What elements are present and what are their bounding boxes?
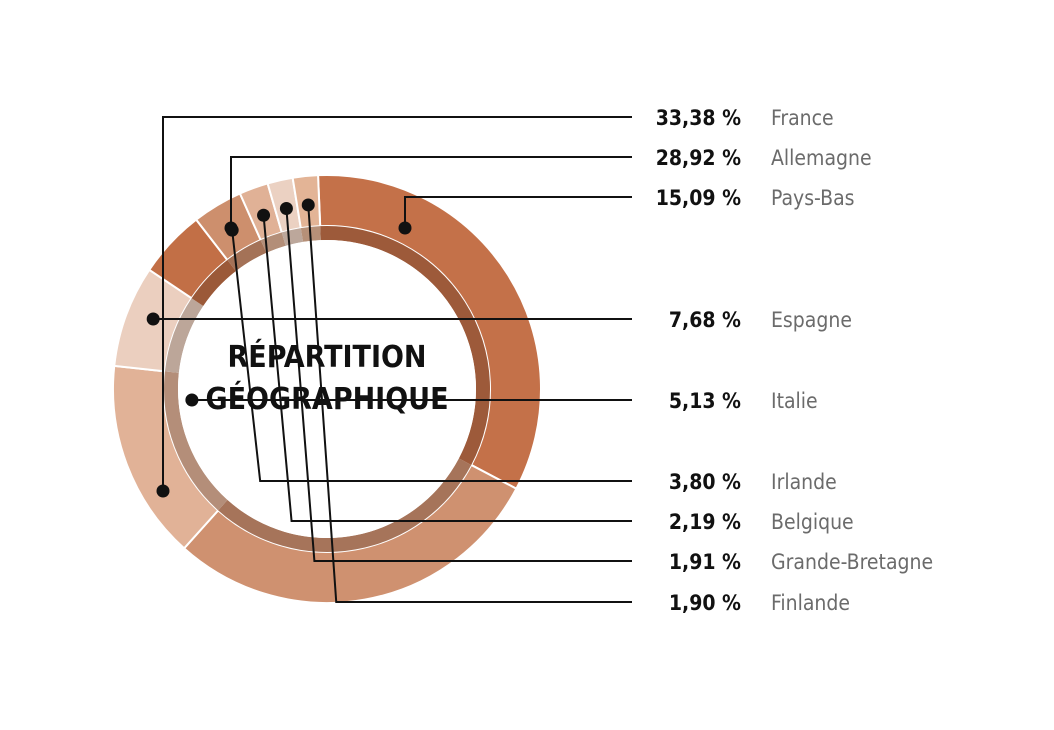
inner-band-pays-bas xyxy=(164,371,228,511)
leader-line-belgique xyxy=(262,215,632,522)
inner-band-allemagne xyxy=(218,458,472,553)
leader-dot-finlande xyxy=(301,198,315,212)
inner-band-grande-bretagne xyxy=(281,228,304,246)
leader-line-france xyxy=(162,116,632,491)
leader-dot-italie xyxy=(185,393,199,407)
leader-line-pays-bas xyxy=(404,196,632,228)
leader-dot-france xyxy=(156,484,170,498)
slice-labels: 33,38 % France 28,92 % Allemagne 15,09 % Pays… xyxy=(656,106,933,615)
inner-band-france xyxy=(320,225,490,465)
chart-title-line-1: RÉPARTITION xyxy=(228,339,427,375)
leader-lines xyxy=(146,116,632,603)
leader-dot-belgique xyxy=(257,208,271,222)
leader-dot-espagne xyxy=(146,312,160,326)
country-label-grande-bretagne: Grande-Bretagne xyxy=(771,550,933,574)
percent-label-espagne: 7,68 % xyxy=(669,308,741,332)
leader-line-grande-bretagne xyxy=(285,208,632,562)
country-label-allemagne: Allemagne xyxy=(771,146,872,170)
leader-line-allemagne xyxy=(230,156,632,228)
leader-dot-pays-bas xyxy=(398,221,412,235)
percent-label-pays-bas: 15,09 % xyxy=(656,186,741,210)
country-label-espagne: Espagne xyxy=(771,308,852,332)
country-label-pays-bas: Pays-Bas xyxy=(771,186,855,210)
leader-dot-grande-bretagne xyxy=(279,202,293,216)
leader-dot-irlande xyxy=(225,223,239,237)
percent-label-belgique: 2,19 % xyxy=(669,510,741,534)
inner-band-italie xyxy=(191,259,236,306)
percent-label-finlande: 1,90 % xyxy=(669,591,741,615)
percent-label-allemagne: 28,92 % xyxy=(656,146,741,170)
donut-inner-ring xyxy=(164,225,490,553)
chart-title-line-2: GÉOGRAPHIQUE xyxy=(205,381,448,417)
percent-label-irlande: 3,80 % xyxy=(669,470,741,494)
country-label-finlande: Finlande xyxy=(771,591,850,615)
donut-hole xyxy=(178,240,476,538)
country-label-irlande: Irlande xyxy=(771,470,837,494)
leader-line-finlande xyxy=(307,204,632,603)
inner-band-irlande xyxy=(227,240,267,272)
country-label-belgique: Belgique xyxy=(771,510,854,534)
percent-label-france: 33,38 % xyxy=(656,106,741,130)
country-label-italie: Italie xyxy=(771,389,818,413)
percent-label-italie: 5,13 % xyxy=(669,389,741,413)
leader-line-irlande xyxy=(231,230,632,482)
country-label-france: France xyxy=(771,106,834,130)
percent-label-grande-bretagne: 1,91 % xyxy=(669,550,741,574)
inner-band-espagne xyxy=(164,298,204,373)
